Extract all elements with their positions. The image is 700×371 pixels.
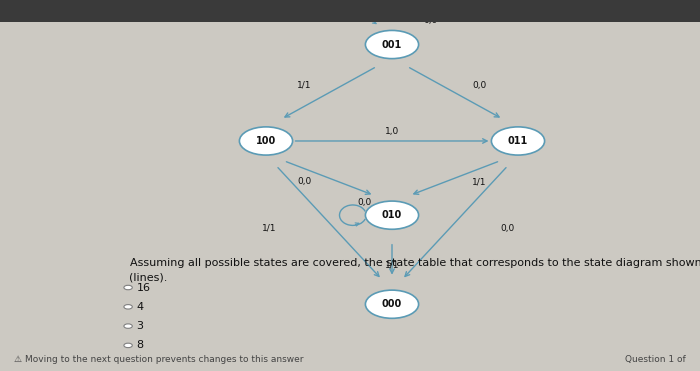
Text: 100: 100 bbox=[256, 136, 276, 146]
Circle shape bbox=[124, 343, 132, 348]
Text: 0,0: 0,0 bbox=[298, 177, 312, 186]
Text: 0,0: 0,0 bbox=[500, 224, 514, 233]
Circle shape bbox=[124, 305, 132, 309]
Circle shape bbox=[365, 30, 419, 59]
Circle shape bbox=[239, 127, 293, 155]
Text: Assuming all possible states are covered, the state table that corresponds to th: Assuming all possible states are covered… bbox=[130, 258, 700, 268]
Text: 0,0: 0,0 bbox=[424, 16, 438, 25]
Text: Question 1 of: Question 1 of bbox=[625, 355, 686, 364]
Text: 010: 010 bbox=[382, 210, 402, 220]
Text: 4: 4 bbox=[136, 302, 144, 312]
Text: 011: 011 bbox=[508, 136, 528, 146]
Text: 000: 000 bbox=[382, 299, 402, 309]
Text: 16: 16 bbox=[136, 283, 150, 292]
Text: ⚠ Moving to the next question prevents changes to this answer: ⚠ Moving to the next question prevents c… bbox=[14, 355, 304, 364]
Text: 1/1: 1/1 bbox=[473, 177, 486, 186]
Text: 1/1: 1/1 bbox=[298, 81, 312, 90]
Circle shape bbox=[491, 127, 545, 155]
Text: 001: 001 bbox=[382, 40, 402, 49]
Text: 1,0: 1,0 bbox=[385, 127, 399, 136]
Circle shape bbox=[365, 201, 419, 229]
Circle shape bbox=[124, 324, 132, 328]
Text: 0,0: 0,0 bbox=[357, 198, 371, 207]
Text: 1/1: 1/1 bbox=[262, 224, 276, 233]
Text: 1/1: 1/1 bbox=[385, 261, 399, 270]
Text: 0,0: 0,0 bbox=[473, 81, 486, 90]
Text: 3: 3 bbox=[136, 321, 144, 331]
Circle shape bbox=[365, 290, 419, 318]
Circle shape bbox=[124, 285, 132, 290]
Bar bbox=[0, 0, 700, 22]
Text: 8: 8 bbox=[136, 341, 144, 350]
Text: (lines).: (lines). bbox=[130, 273, 168, 283]
